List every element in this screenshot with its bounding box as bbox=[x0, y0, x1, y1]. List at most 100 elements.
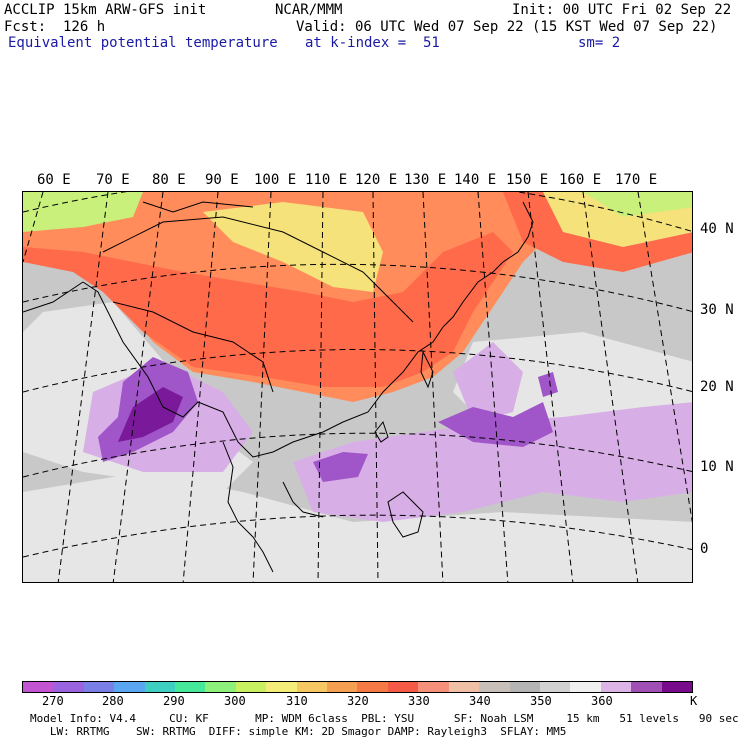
colorbar-swatch bbox=[418, 682, 449, 692]
lat-label: 10 N bbox=[700, 459, 734, 475]
coastline bbox=[442, 201, 534, 328]
colorbar-swatch bbox=[296, 682, 328, 692]
graticule-layer bbox=[23, 192, 692, 582]
colorbar-swatch bbox=[479, 682, 510, 692]
lon-label: 90 E bbox=[205, 172, 239, 188]
init-time: Init: 00 UTC Fri 02 Sep 22 bbox=[512, 2, 732, 18]
colorbar-label: 270 bbox=[42, 694, 64, 708]
lat-label: 0 bbox=[700, 541, 709, 557]
lavender-region bbox=[293, 402, 692, 522]
meridian bbox=[477, 192, 509, 582]
colorbar-swatch bbox=[266, 682, 297, 692]
colorbar-label: 350 bbox=[530, 694, 552, 708]
parallel bbox=[23, 432, 692, 478]
lon-label: 120 E bbox=[355, 172, 398, 188]
level-index: at k-index = 51 bbox=[305, 35, 440, 51]
valid-time: Valid: 06 UTC Wed 07 Sep 22 (15 KST Wed … bbox=[296, 19, 718, 35]
colorbar-swatch bbox=[357, 682, 388, 692]
green-region bbox=[23, 192, 143, 232]
colorbar-label: 340 bbox=[469, 694, 491, 708]
organization: NCAR/MMM bbox=[275, 2, 343, 18]
meridian bbox=[637, 192, 692, 523]
purple-region bbox=[313, 452, 368, 482]
colorbar-swatch bbox=[539, 682, 571, 692]
meridian bbox=[182, 192, 219, 582]
yellow-region bbox=[543, 192, 692, 247]
coastline bbox=[222, 441, 274, 573]
colorbar-label: 290 bbox=[163, 694, 185, 708]
colorbar-label: 300 bbox=[224, 694, 246, 708]
country-border bbox=[102, 216, 414, 323]
colorbar bbox=[22, 681, 693, 693]
lon-label: 70 E bbox=[96, 172, 130, 188]
coastline bbox=[23, 281, 84, 313]
coastline-layer bbox=[23, 201, 534, 573]
meridian bbox=[422, 192, 444, 582]
colorbar-swatch bbox=[53, 682, 84, 692]
meridian bbox=[112, 192, 164, 582]
colorbar-label: 320 bbox=[347, 694, 369, 708]
colorbar-swatch bbox=[509, 682, 540, 692]
colorbar-swatch bbox=[387, 682, 419, 692]
colorbar-label: 360 bbox=[591, 694, 613, 708]
meridian bbox=[23, 192, 44, 263]
smoothing: sm= 2 bbox=[578, 35, 621, 51]
lon-label: 140 E bbox=[454, 172, 497, 188]
yellow-region bbox=[203, 202, 383, 292]
colorbar-swatch bbox=[327, 682, 358, 692]
map-canvas bbox=[23, 192, 692, 582]
parallel bbox=[23, 263, 692, 312]
forecast-hour: Fcst: 126 h bbox=[4, 19, 106, 35]
meridian bbox=[527, 192, 574, 582]
colorbar-swatch bbox=[570, 682, 601, 692]
parallel bbox=[23, 349, 692, 393]
meridian bbox=[372, 192, 379, 582]
purple-region bbox=[538, 372, 558, 397]
colorbar-swatch bbox=[661, 682, 692, 692]
lat-label: 40 N bbox=[700, 221, 734, 237]
dark-purple-region bbox=[118, 387, 183, 442]
colorbar-swatch bbox=[448, 682, 480, 692]
lon-label: 130 E bbox=[404, 172, 447, 188]
lat-label: 20 N bbox=[700, 379, 734, 395]
colorbar-swatch bbox=[235, 682, 267, 692]
colorbar-label: 280 bbox=[102, 694, 124, 708]
coastline bbox=[374, 420, 389, 443]
coastline bbox=[82, 281, 444, 458]
meridian bbox=[582, 192, 639, 582]
colorbar-swatch bbox=[114, 682, 145, 692]
parallel bbox=[23, 192, 692, 232]
hot-region bbox=[23, 232, 513, 387]
colorbar-swatch bbox=[600, 682, 632, 692]
colorbar-swatch bbox=[205, 682, 236, 692]
meridian bbox=[317, 192, 324, 582]
hot-region bbox=[503, 192, 692, 272]
colorbar-swatch bbox=[175, 682, 206, 692]
colorbar-swatch bbox=[631, 682, 662, 692]
lon-label: 80 E bbox=[152, 172, 186, 188]
lon-label: 170 E bbox=[615, 172, 658, 188]
map-panel bbox=[22, 191, 693, 583]
coastline bbox=[282, 481, 324, 518]
meridian bbox=[57, 192, 109, 582]
colorbar-unit: K bbox=[690, 694, 698, 708]
lon-label: 60 E bbox=[37, 172, 71, 188]
light-gray-region bbox=[23, 472, 692, 582]
colorbar-label: 310 bbox=[286, 694, 308, 708]
lon-label: 100 E bbox=[254, 172, 297, 188]
meridian bbox=[252, 192, 272, 582]
lon-label: 150 E bbox=[506, 172, 549, 188]
coastline bbox=[387, 491, 424, 538]
lon-label: 160 E bbox=[559, 172, 602, 188]
model-info-line1: Model Info: V4.4 CU: KF MP: WDM 6class P… bbox=[30, 712, 739, 725]
colorbar-label: 330 bbox=[408, 694, 430, 708]
colorbar-swatch bbox=[23, 682, 54, 692]
lon-label: 110 E bbox=[305, 172, 348, 188]
colorbar-swatch bbox=[83, 682, 115, 692]
model-info-line2: LW: RRTMG SW: RRTMG DIFF: simple KM: 2D … bbox=[30, 725, 567, 738]
coastline bbox=[420, 350, 434, 389]
lavender-region bbox=[453, 342, 523, 422]
colorbar-swatch bbox=[144, 682, 176, 692]
country-border bbox=[112, 301, 274, 393]
lat-label: 30 N bbox=[700, 302, 734, 318]
